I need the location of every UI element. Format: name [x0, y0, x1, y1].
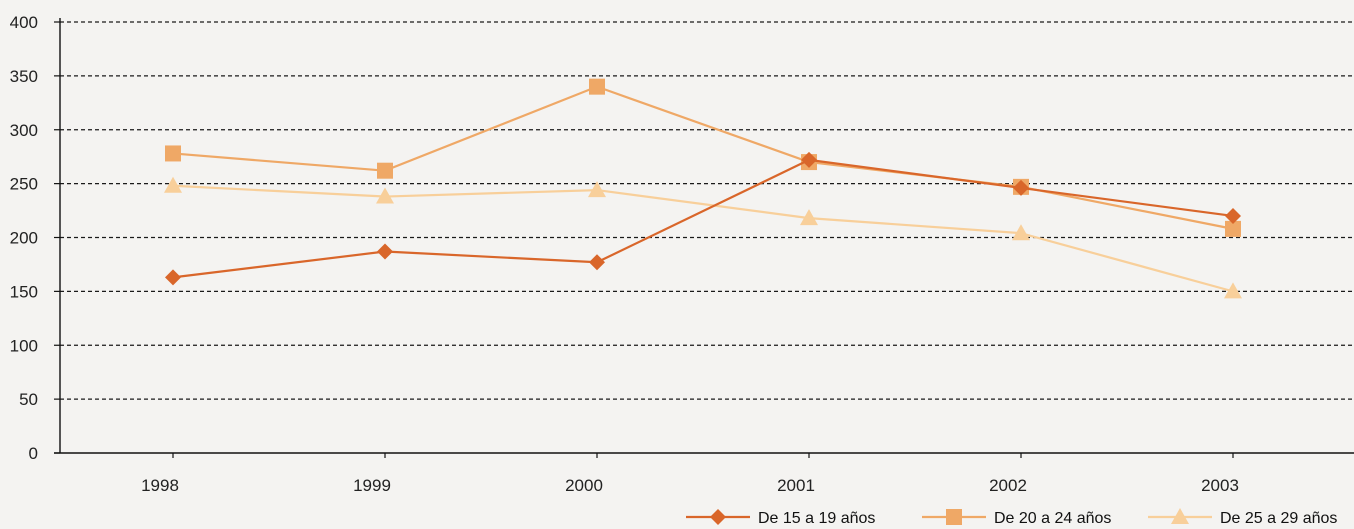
y-tick-label: 350 [10, 67, 38, 86]
y-tick-label: 200 [10, 229, 38, 248]
data-point [801, 151, 817, 168]
data-point [1225, 220, 1241, 237]
y-tick-label: 300 [10, 121, 38, 140]
gridlines [60, 21, 1354, 400]
legend-marker [710, 509, 726, 525]
x-tick-label: 2002 [989, 476, 1027, 495]
x-tick-label: 2001 [777, 476, 815, 495]
data-point [800, 209, 818, 226]
legend-item: De 25 a 29 años [1148, 508, 1337, 527]
series-line [172, 85, 1234, 230]
y-axis-ticks: 0 50 100 150 200 250 300 350 400 [10, 13, 60, 463]
series-2 [165, 78, 1241, 237]
axes [54, 18, 1354, 454]
data-point [164, 176, 182, 193]
y-tick-label: 150 [10, 282, 38, 301]
data-point [377, 243, 393, 260]
data-point [588, 181, 606, 198]
legend-marker [1171, 508, 1189, 524]
series-line [172, 158, 1234, 279]
legend-item: De 15 a 19 años [686, 509, 875, 527]
legend: De 15 a 19 años De 20 a 24 años De 25 a 29… [686, 508, 1337, 527]
data-point [165, 145, 181, 162]
data-point [1224, 282, 1242, 299]
data-point [1013, 179, 1029, 196]
legend-marker [946, 509, 962, 525]
data-point [1225, 207, 1241, 224]
x-tick-label: 1998 [141, 476, 179, 495]
data-point [376, 187, 394, 204]
legend-label: De 15 a 19 años [758, 510, 875, 527]
data-point [377, 162, 393, 179]
x-tick-label: 2000 [565, 476, 603, 495]
y-tick-label: 50 [19, 390, 38, 409]
series-1 [165, 151, 1241, 286]
data-point [589, 254, 605, 271]
data-point [589, 78, 605, 95]
y-tick-label: 250 [10, 175, 38, 194]
series-3 [164, 176, 1242, 299]
legend-item: De 20 a 24 años [922, 509, 1111, 527]
series-line [172, 184, 1234, 293]
series-group [164, 78, 1242, 299]
legend-label: De 20 a 24 años [994, 510, 1111, 527]
x-axis-ticks: 1998 1999 2000 2001 2002 2003 [141, 453, 1239, 495]
x-tick-label: 2003 [1201, 476, 1239, 495]
data-point [165, 269, 181, 286]
y-tick-label: 400 [10, 13, 38, 32]
legend-label: De 25 a 29 años [1220, 510, 1337, 527]
x-tick-label: 1999 [353, 476, 391, 495]
data-point [1012, 224, 1030, 241]
y-tick-label: 100 [10, 336, 38, 355]
y-tick-label: 0 [29, 444, 38, 463]
